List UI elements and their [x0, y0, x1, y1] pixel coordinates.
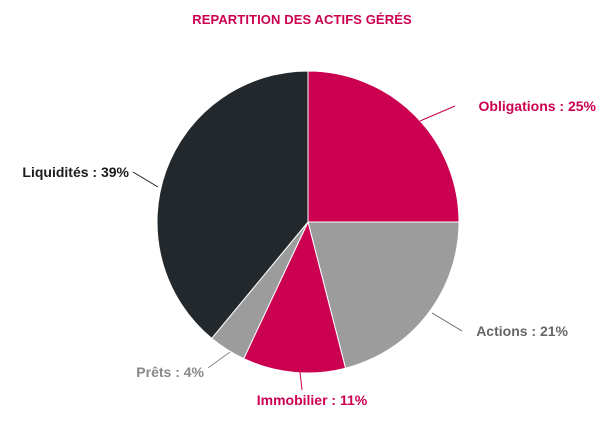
leader-line	[299, 371, 303, 391]
pie-slice	[307, 221, 460, 369]
leader-line	[419, 105, 456, 122]
slice-label: Prêts : 4%	[136, 364, 204, 380]
slice-label: Obligations : 25%	[479, 98, 597, 114]
chart-title: REPARTITION DES ACTIFS GÉRÉS	[192, 12, 412, 27]
leader-line	[207, 351, 231, 369]
leader-line	[431, 312, 463, 332]
pie-slice	[243, 220, 347, 374]
slice-label: Liquidités : 39%	[22, 164, 129, 180]
slice-label: Actions : 21%	[476, 323, 568, 339]
leader-line	[132, 171, 159, 188]
slice-label: Immobilier : 11%	[257, 392, 368, 408]
pie-slice	[156, 70, 309, 340]
pie-slice	[307, 70, 460, 223]
